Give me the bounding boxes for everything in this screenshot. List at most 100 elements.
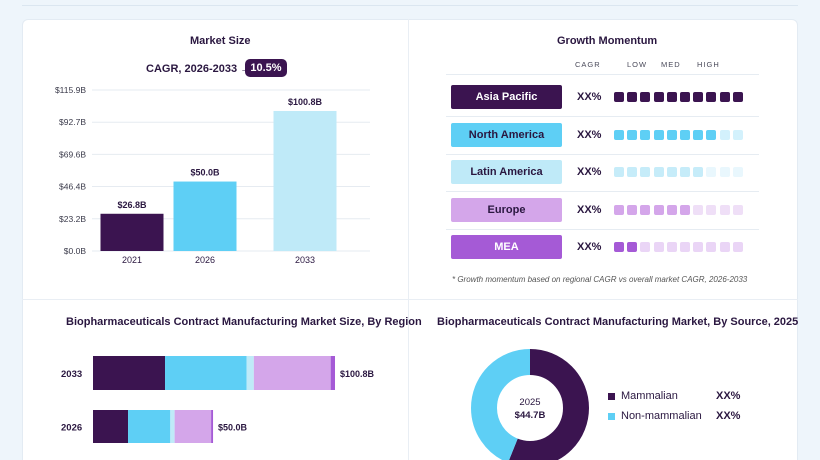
segment-2033-0 <box>93 356 166 390</box>
segment-2033-2 <box>246 356 254 390</box>
momentum-square <box>719 204 730 215</box>
region-pill: Latin America <box>451 160 562 184</box>
row-separator <box>446 228 759 230</box>
cagr-label: CAGR, 2026-2033 → <box>146 63 252 75</box>
momentum-square <box>653 204 664 215</box>
momentum-square <box>653 167 664 177</box>
momentum-square <box>666 242 677 252</box>
region-pill: MEA <box>451 235 562 259</box>
momentum-square <box>693 167 704 177</box>
momentum-square <box>706 129 717 140</box>
bar-2033 <box>273 110 337 251</box>
momentum-square <box>666 129 677 140</box>
momentum-square <box>706 242 717 252</box>
source-donut-chart: 2025 $44.7B <box>471 349 589 460</box>
region-pill: Asia Pacific <box>451 85 562 109</box>
momentum-row: MEA XX% <box>451 235 758 259</box>
momentum-square <box>719 242 730 252</box>
bar-value-label: $26.8B <box>117 200 147 210</box>
momentum-square <box>653 242 664 252</box>
momentum-square <box>732 204 743 215</box>
momentum-square <box>614 92 624 102</box>
legend-non-mammalian-swatch <box>608 413 615 420</box>
momentum-square <box>614 204 624 215</box>
momentum-square <box>706 92 717 102</box>
row-separator <box>446 153 759 155</box>
region-pill: North America <box>451 122 562 147</box>
momentum-square <box>680 129 690 140</box>
y-tick-label: $92.7B <box>59 117 86 127</box>
source-chart-title: Biopharmaceuticals Contract Manufacturin… <box>437 316 799 328</box>
region-cagr-value: XX% <box>577 91 602 103</box>
momentum-square <box>693 129 704 140</box>
growth-momentum-title: Growth Momentum <box>557 35 658 47</box>
segment-2026-1 <box>128 410 171 443</box>
region-chart-title: Biopharmaceuticals Contract Manufacturin… <box>66 316 422 328</box>
segment-2026-3 <box>174 410 212 443</box>
growth-footnote: * Growth momentum based on regional CAGR… <box>452 275 748 284</box>
col-header-high: HIGH <box>697 60 720 69</box>
legend-non-mammalian-value: XX% <box>716 410 741 422</box>
horizontal-divider <box>22 299 798 300</box>
momentum-square <box>640 167 651 177</box>
segment-2026-2 <box>170 410 175 443</box>
y-tick-label: $46.4B <box>59 182 86 192</box>
row-separator <box>446 191 759 192</box>
legend-mammalian-label: Mammalian <box>621 390 678 402</box>
bar-2026 <box>173 181 237 251</box>
bar-value-label: $100.8B <box>288 97 323 107</box>
momentum-row: Asia Pacific XX% <box>451 85 758 109</box>
momentum-square <box>706 167 717 177</box>
momentum-square <box>640 92 651 102</box>
top-divider <box>22 0 798 6</box>
legend-mammalian-value: XX% <box>716 390 741 402</box>
momentum-square <box>640 129 651 140</box>
legend-non-mammalian-label: Non-mammalian <box>621 410 702 422</box>
row-label-2026: 2026 <box>61 423 82 434</box>
momentum-square <box>680 92 690 102</box>
segment-2033-4 <box>330 356 335 390</box>
header-separator <box>446 74 759 75</box>
momentum-square <box>680 242 690 252</box>
momentum-square <box>614 129 624 140</box>
momentum-square <box>680 204 690 215</box>
momentum-square <box>640 204 651 215</box>
momentum-square <box>719 92 730 102</box>
momentum-square <box>666 204 677 215</box>
x-tick-label: 2026 <box>195 255 215 265</box>
momentum-square <box>653 92 664 102</box>
momentum-square <box>640 242 651 252</box>
region-cagr-value: XX% <box>577 128 602 141</box>
momentum-square <box>693 204 704 215</box>
donut-center-year: 2025 <box>519 397 540 408</box>
col-header-med: MED <box>661 60 681 69</box>
segment-2026-0 <box>93 410 129 443</box>
momentum-square <box>627 129 638 140</box>
segment-2026-4 <box>211 410 214 443</box>
region-pill: Europe <box>451 197 562 222</box>
row-total-label: $100.8B <box>340 369 375 379</box>
region-cagr-value: XX% <box>577 241 602 253</box>
momentum-square <box>719 129 730 140</box>
momentum-square <box>732 129 743 140</box>
momentum-square <box>693 242 704 252</box>
donut-center-value: $44.7B <box>515 410 546 421</box>
market-size-bar-chart: $0.0B $23.2B $46.4B $69.6B $92.7B $115.9B $26.… <box>55 85 370 265</box>
row-separator <box>446 116 759 117</box>
segment-2033-3 <box>253 356 331 390</box>
col-header-low: LOW <box>627 60 648 69</box>
momentum-square <box>627 204 638 215</box>
momentum-square <box>732 92 743 102</box>
momentum-square <box>666 167 677 177</box>
momentum-square <box>666 92 677 102</box>
momentum-square <box>680 167 690 177</box>
momentum-square <box>627 242 638 252</box>
momentum-row: Latin America XX% <box>451 160 758 184</box>
bar-2021 <box>100 213 164 251</box>
y-tick-label: $0.0B <box>64 246 87 256</box>
momentum-square <box>627 167 638 177</box>
momentum-square <box>732 167 743 177</box>
momentum-square <box>719 167 730 177</box>
momentum-square <box>614 242 624 252</box>
market-size-title: Market Size <box>190 35 251 47</box>
